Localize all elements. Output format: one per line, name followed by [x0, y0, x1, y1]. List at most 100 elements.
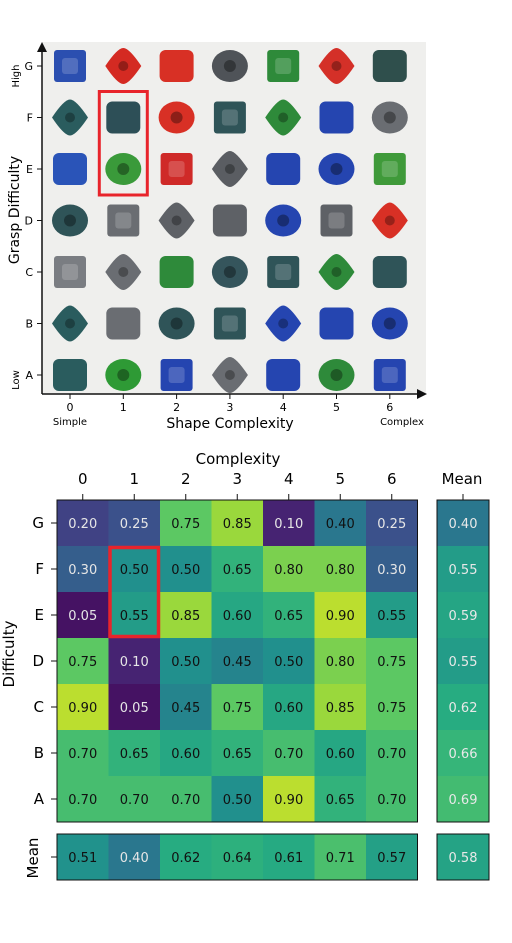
- object-E3: [211, 151, 248, 187]
- heat-value-label: 0.50: [274, 655, 303, 670]
- object-A0: [53, 359, 87, 391]
- heat-cell: [314, 638, 366, 684]
- heat-cell: [160, 776, 212, 822]
- object-body: [105, 153, 142, 185]
- object-F2: [158, 101, 195, 134]
- heat-value-label: 0.25: [120, 517, 149, 532]
- heat-x-tick-label: 5: [335, 470, 345, 488]
- object-body: [318, 359, 355, 391]
- column-mean-cell: [366, 834, 418, 880]
- object-F3: [213, 101, 246, 134]
- row-mean-cell: [437, 500, 489, 546]
- object-body: [160, 359, 193, 391]
- heat-cell: [57, 776, 109, 822]
- object-body: [267, 50, 300, 82]
- heat-value-label: 0.60: [274, 701, 303, 716]
- heatmap-y-ticks: G F E D C B A: [32, 514, 57, 808]
- heat-value-label: 0.05: [120, 701, 149, 716]
- object-A6: [373, 359, 406, 391]
- heatmap-title: Complexity: [196, 450, 281, 468]
- object-E1: [105, 153, 142, 185]
- column-mean-cell: [314, 834, 366, 880]
- y-axis-arrow: [37, 42, 47, 52]
- photo-x-tick-label: 6: [386, 401, 393, 414]
- row-mean-value: 0.69: [449, 793, 478, 808]
- object-hole: [117, 163, 130, 175]
- object-hole: [277, 214, 290, 227]
- row-mean-value: 0.55: [449, 655, 478, 670]
- object-G4: [267, 50, 300, 82]
- object-D0: [52, 204, 88, 237]
- object-body: [106, 307, 141, 340]
- photo-highlight-box: [97, 90, 149, 197]
- heat-cell: [211, 546, 263, 592]
- heat-value-label: 0.50: [171, 655, 200, 670]
- heat-value-label: 0.70: [68, 747, 97, 762]
- overall-mean-value: 0.58: [449, 851, 478, 866]
- object-body: [213, 101, 246, 134]
- object-body: [318, 254, 355, 290]
- heat-cell: [108, 730, 160, 776]
- object-hole: [224, 370, 235, 380]
- heat-x-tick-label: 1: [129, 470, 139, 488]
- heat-value-label: 0.25: [377, 517, 406, 532]
- object-body: [211, 151, 248, 187]
- heat-value-label: 0.70: [377, 747, 406, 762]
- heat-value-label: 0.55: [120, 609, 149, 624]
- heat-value-label: 0.60: [223, 609, 252, 624]
- heat-cell: [57, 684, 109, 730]
- object-hole: [171, 215, 182, 226]
- heat-cell: [314, 684, 366, 730]
- row-mean-value: 0.62: [449, 701, 478, 716]
- column-mean-cell: [57, 834, 109, 880]
- heat-x-tick-label: 2: [181, 470, 191, 488]
- object-body: [266, 153, 301, 185]
- heat-cell: [160, 684, 212, 730]
- object-C5: [318, 254, 355, 290]
- object-D1: [107, 204, 140, 237]
- object-body: [158, 101, 195, 134]
- object-body: [211, 256, 248, 288]
- object-body: [372, 50, 407, 82]
- photo-y-tick-label: D: [25, 215, 33, 228]
- column-mean-cell: [263, 834, 315, 880]
- heat-value-label: 0.45: [171, 701, 200, 716]
- object-body: [212, 204, 247, 237]
- object-hole: [383, 317, 396, 330]
- heat-cell: [57, 500, 109, 546]
- heat-cell: [108, 684, 160, 730]
- photo-y-tick-label: C: [25, 266, 33, 279]
- heat-cell: [160, 546, 212, 592]
- heat-cell: [160, 638, 212, 684]
- object-B6: [371, 307, 408, 340]
- object-detail: [381, 161, 398, 177]
- object-F0: [52, 99, 88, 136]
- heat-cell: [57, 546, 109, 592]
- object-C1: [105, 254, 142, 290]
- object-E6: [373, 153, 406, 185]
- column-mean-cell: [211, 834, 263, 880]
- heatmap-x-ticks: 0 1 2 3 4 5 6: [78, 470, 397, 500]
- heat-value-label: 0.30: [68, 563, 97, 578]
- object-B5: [319, 307, 354, 340]
- object-G3: [211, 50, 248, 82]
- heatmap-cells: [56, 499, 418, 823]
- heat-value-label: 0.70: [377, 793, 406, 808]
- object-B4: [265, 305, 302, 342]
- photo-y-tick-label: B: [25, 318, 33, 331]
- heat-cell: [314, 592, 366, 638]
- heat-value-label: 0.80: [274, 563, 303, 578]
- object-hole: [223, 266, 236, 278]
- object-body: [371, 101, 408, 134]
- object-body: [318, 153, 355, 185]
- object-G2: [159, 50, 194, 82]
- object-hole: [117, 369, 130, 381]
- heat-cell: [366, 730, 418, 776]
- object-hole: [331, 61, 342, 71]
- object-body: [211, 357, 248, 393]
- photo-x-tick-label: 4: [280, 401, 287, 414]
- photo-y-tick-label: E: [26, 163, 33, 176]
- heat-cell: [57, 638, 109, 684]
- photo-x-ticks: 0 1 2 3 4 5 6: [67, 394, 393, 414]
- heat-value-label: 0.60: [171, 747, 200, 762]
